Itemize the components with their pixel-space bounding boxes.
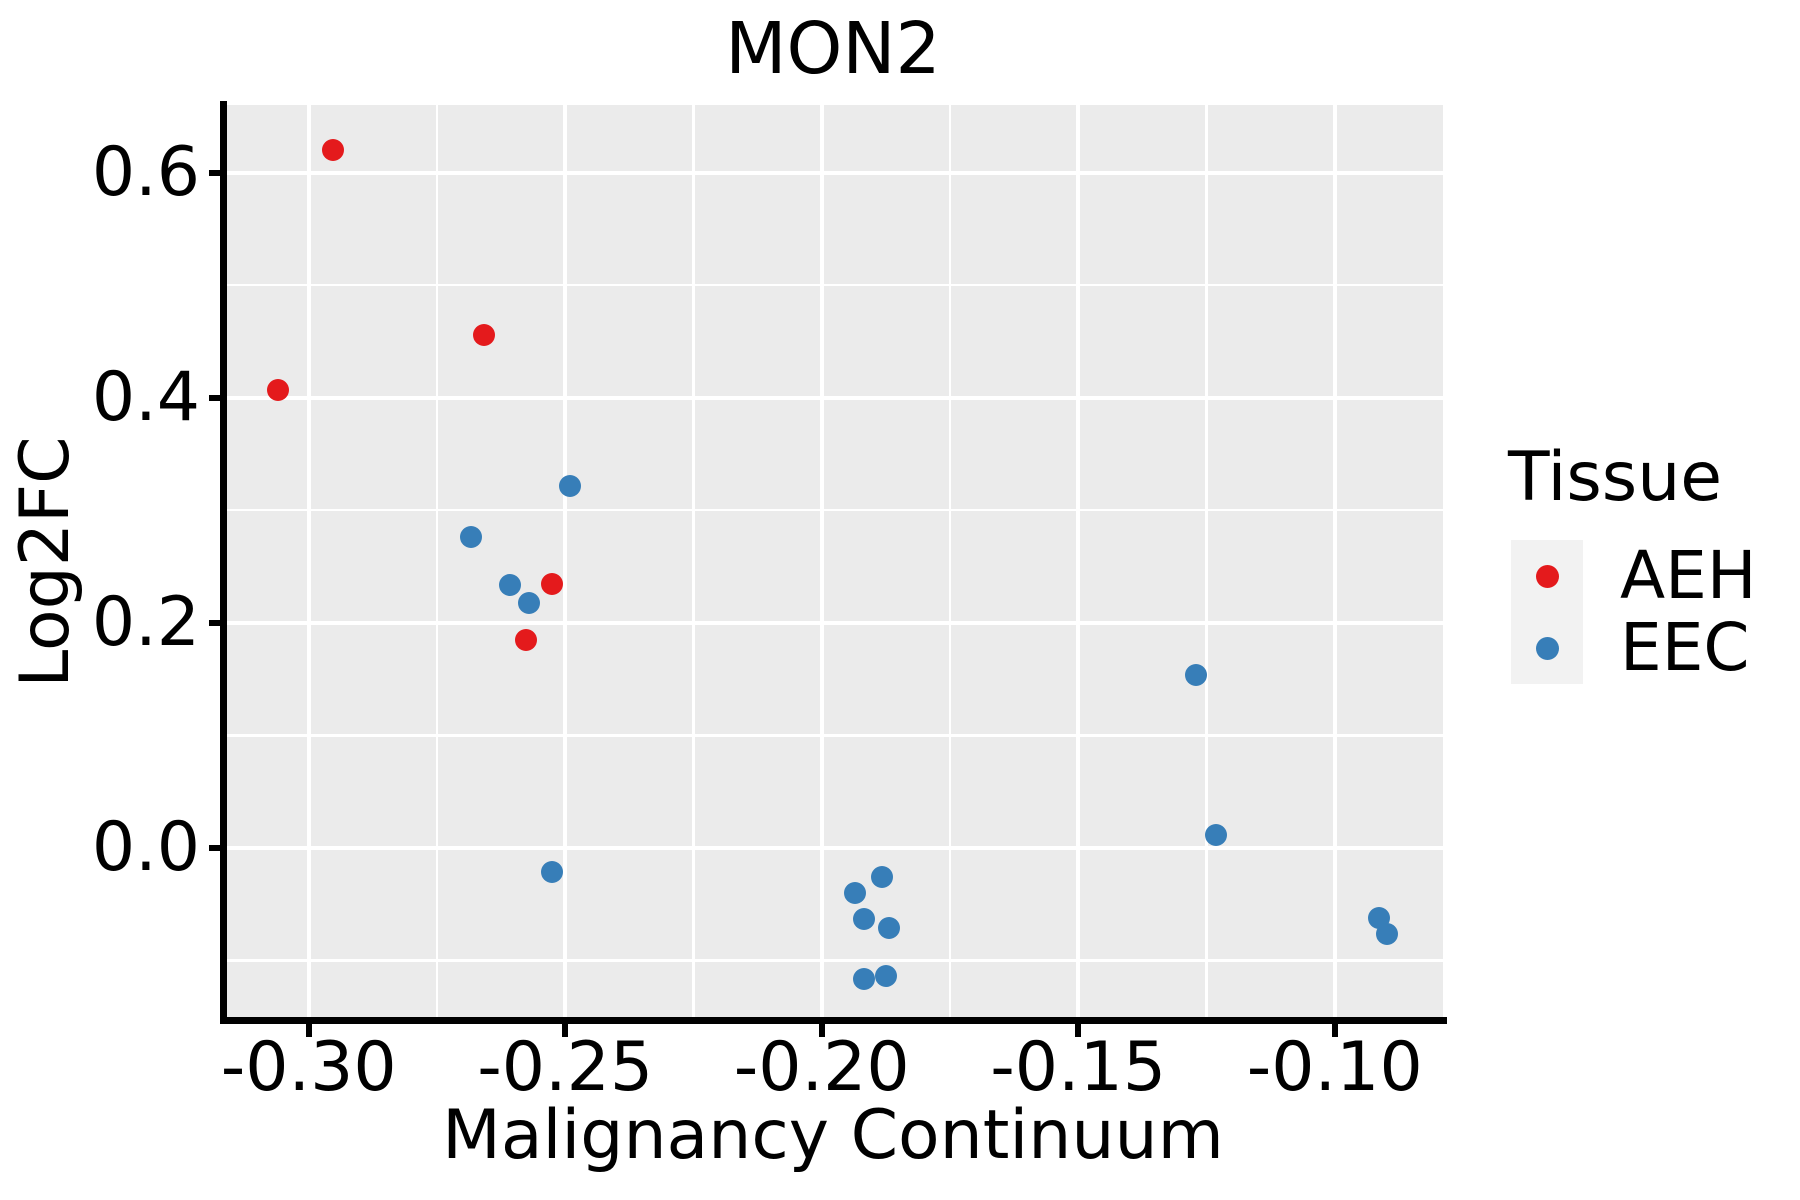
y-tick bbox=[209, 394, 223, 401]
plot-panel bbox=[223, 105, 1443, 1020]
legend-dot-aeh-icon bbox=[1535, 564, 1559, 588]
x-gridline-major bbox=[1076, 105, 1081, 1020]
legend-item-label: AEH bbox=[1620, 537, 1757, 614]
scatter-point-eec bbox=[540, 861, 563, 884]
legend-item-aeh: AEH bbox=[1511, 540, 1756, 612]
x-gridline-minor bbox=[435, 105, 439, 1020]
scatter-point-eec bbox=[853, 967, 876, 990]
x-gridline-major bbox=[563, 105, 568, 1020]
scatter-point-eec bbox=[459, 525, 482, 548]
y-tick-label: 0.2 bbox=[91, 582, 200, 662]
y-gridline-minor bbox=[223, 959, 1443, 962]
legend-title: Tissue bbox=[1508, 438, 1723, 517]
x-axis-label: Malignancy Continuum bbox=[442, 1096, 1224, 1175]
scatter-point-eec bbox=[870, 865, 893, 888]
x-tick-label: -0.10 bbox=[1246, 1028, 1423, 1107]
scatter-point-aeh bbox=[321, 139, 344, 162]
x-gridline-major bbox=[306, 105, 311, 1020]
scatter-point-eec bbox=[844, 881, 867, 904]
x-gridline-minor bbox=[692, 105, 695, 1020]
y-gridline-major bbox=[223, 395, 1443, 400]
y-tick-label: 0.4 bbox=[91, 357, 200, 437]
x-tick-label: -0.25 bbox=[477, 1028, 654, 1107]
scatter-point-eec bbox=[1204, 824, 1227, 847]
x-tick bbox=[1075, 1023, 1082, 1037]
scatter-point-eec bbox=[877, 916, 900, 939]
y-gridline-major bbox=[223, 845, 1443, 850]
x-gridline-major bbox=[1332, 105, 1337, 1020]
y-gridline-minor bbox=[223, 734, 1443, 737]
x-axis-line bbox=[220, 1017, 1447, 1024]
legend-item-label: EEC bbox=[1620, 609, 1750, 686]
x-tick bbox=[818, 1023, 825, 1037]
legend-items: AEH EEC bbox=[1511, 540, 1756, 684]
x-tick-label: -0.20 bbox=[733, 1028, 910, 1107]
x-tick-label: -0.15 bbox=[990, 1028, 1167, 1107]
legend-key bbox=[1511, 540, 1583, 612]
y-tick-label: 0.6 bbox=[91, 132, 200, 212]
x-tick bbox=[562, 1023, 569, 1037]
y-gridline-major bbox=[223, 170, 1443, 175]
x-tick bbox=[1331, 1023, 1338, 1037]
y-tick-label: 0.0 bbox=[91, 807, 200, 887]
x-gridline-major bbox=[819, 105, 824, 1020]
scatter-point-eec bbox=[853, 907, 876, 930]
scatter-point-aeh bbox=[515, 628, 538, 651]
scatter-point-eec bbox=[1184, 663, 1207, 686]
scatter-point-aeh bbox=[267, 378, 290, 401]
x-tick-label: -0.30 bbox=[220, 1028, 397, 1107]
scatter-point-eec bbox=[558, 474, 581, 497]
scatter-point-aeh bbox=[473, 323, 496, 346]
chart-title: MON2 bbox=[725, 7, 941, 90]
scatter-point-eec bbox=[874, 964, 897, 987]
y-tick bbox=[209, 169, 223, 176]
y-axis-line bbox=[220, 101, 227, 1024]
x-gridline-minor bbox=[1205, 105, 1208, 1020]
y-tick bbox=[209, 619, 223, 626]
legend-dot-eec-icon bbox=[1535, 636, 1559, 660]
legend-key bbox=[1511, 612, 1583, 684]
y-tick bbox=[209, 844, 223, 851]
y-gridline-minor bbox=[223, 283, 1443, 287]
y-gridline-minor bbox=[223, 508, 1443, 512]
legend: Tissue AEH EEC bbox=[1508, 444, 1756, 684]
scatter-point-eec bbox=[1376, 922, 1399, 945]
x-tick bbox=[305, 1023, 312, 1037]
scatter-point-eec bbox=[498, 573, 521, 596]
scatter-point-eec bbox=[517, 591, 540, 614]
scatter-point-aeh bbox=[540, 572, 563, 595]
y-gridline-major bbox=[223, 620, 1443, 625]
x-gridline-minor bbox=[948, 105, 952, 1020]
legend-item-eec: EEC bbox=[1511, 612, 1756, 684]
